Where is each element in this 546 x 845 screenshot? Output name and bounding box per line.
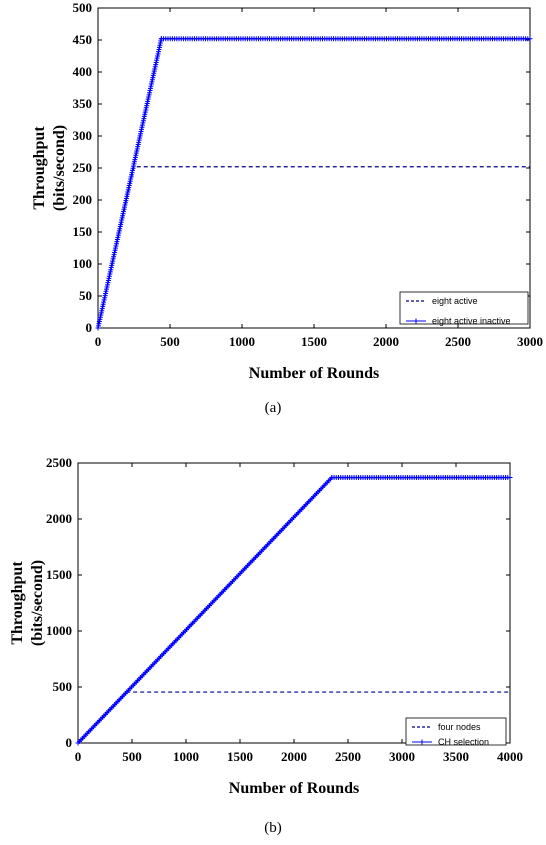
chart-a-y-axis-title-line-1: Throughput xyxy=(31,126,48,210)
chart-a-xtick-label: 3000 xyxy=(517,334,543,349)
chart-a-ytick-label: 500 xyxy=(73,0,93,15)
chart-a-legend-label-1: eight active inactive xyxy=(432,316,511,326)
chart-b-legend-label-1: CH selection xyxy=(438,737,489,747)
chart-b-series-markers-1 xyxy=(75,475,513,746)
chart-a-legend-label-0: eight active xyxy=(432,296,478,306)
chart-b-legend: four nodes CH selection xyxy=(405,717,507,747)
chart-b-ytick-label: 2500 xyxy=(46,455,72,470)
chart-a-legend-marker-1 xyxy=(413,318,419,324)
chart-a-xtick-label: 0 xyxy=(95,334,102,349)
chart-a-ytick-label: 50 xyxy=(79,288,92,303)
chart-a-caption: (a) xyxy=(265,400,282,416)
chart-b-xtick-label: 3000 xyxy=(389,749,415,764)
chart-b-y-axis-title-line-1: Throughput xyxy=(9,561,26,645)
chart-b-ytick-label: 0 xyxy=(66,735,73,750)
chart-a-ytick-label: 100 xyxy=(73,256,93,271)
chart-a-ytick-label: 0 xyxy=(86,320,93,335)
chart-a-ytick-label: 300 xyxy=(73,128,93,143)
chart-a-xtick-label: 2500 xyxy=(445,334,471,349)
chart-a-xtick-label: 1500 xyxy=(301,334,327,349)
chart-a-ytick-label: 450 xyxy=(73,32,93,47)
chart-a-xtick-label: 2000 xyxy=(373,334,399,349)
chart-b-ytick-label: 500 xyxy=(53,679,73,694)
chart-b-legend-label-0: four nodes xyxy=(438,722,481,732)
chart-a-xtick-label: 500 xyxy=(160,334,180,349)
chart-a-series-line-1 xyxy=(97,37,530,329)
chart-a-ytick-label: 150 xyxy=(73,224,93,239)
chart-b-xtick-label: 1000 xyxy=(173,749,199,764)
chart-b-plot-frame xyxy=(77,462,511,744)
chart-a-ytick-label: 250 xyxy=(73,160,93,175)
chart-b-xtick-label: 1500 xyxy=(227,749,253,764)
chart-b-caption: (b) xyxy=(264,820,282,836)
chart-b-ytick-label: 1000 xyxy=(46,623,72,638)
chart-a-legend: eight active eight active inactive xyxy=(399,291,529,326)
chart-b-xtick-label: 4000 xyxy=(497,749,523,764)
chart-a-ytick-label: 200 xyxy=(73,192,93,207)
chart-a-legend-box xyxy=(399,291,529,325)
chart-b-xtick-label: 500 xyxy=(122,749,142,764)
chart-a-series-markers-1 xyxy=(95,36,533,331)
chart-a-plot-frame xyxy=(97,7,531,329)
chart-a-x-axis-title: Number of Rounds xyxy=(249,365,379,382)
chart-a-series-line-0 xyxy=(97,166,530,329)
chart-b-xtick-label: 2500 xyxy=(335,749,361,764)
chart-b-xtick-label: 0 xyxy=(75,749,82,764)
chart-a-ytick-label: 350 xyxy=(73,96,93,111)
chart-b-ytick-label: 1500 xyxy=(46,567,72,582)
chart-a-xtick-label: 1000 xyxy=(229,334,255,349)
chart-b-xtick-label: 3500 xyxy=(443,749,469,764)
chart-b-y-axis-title-line-2: (bits/second) xyxy=(29,560,46,646)
chart-a-series-marker xyxy=(527,36,533,42)
chart-b-x-axis-title: Number of Rounds xyxy=(229,780,359,797)
chart-b-ytick-label: 2000 xyxy=(46,511,72,526)
chart-b-series-marker xyxy=(507,475,513,481)
chart-b: 0 500 1000 1500 2000 2500 3000 3500 4000 0 500 1000… xyxy=(9,455,523,836)
chart-a: 0 500 1000 1500 2000 2500 3000 0 50 100 150 200 250 3… xyxy=(31,0,543,416)
chart-b-legend-box xyxy=(405,717,507,746)
chart-a-ytick-label: 400 xyxy=(73,64,93,79)
chart-b-xtick-label: 2000 xyxy=(281,749,307,764)
chart-a-y-axis-title-line-2: (bits/second) xyxy=(51,125,68,211)
chart-b-legend-marker-1 xyxy=(419,739,425,745)
